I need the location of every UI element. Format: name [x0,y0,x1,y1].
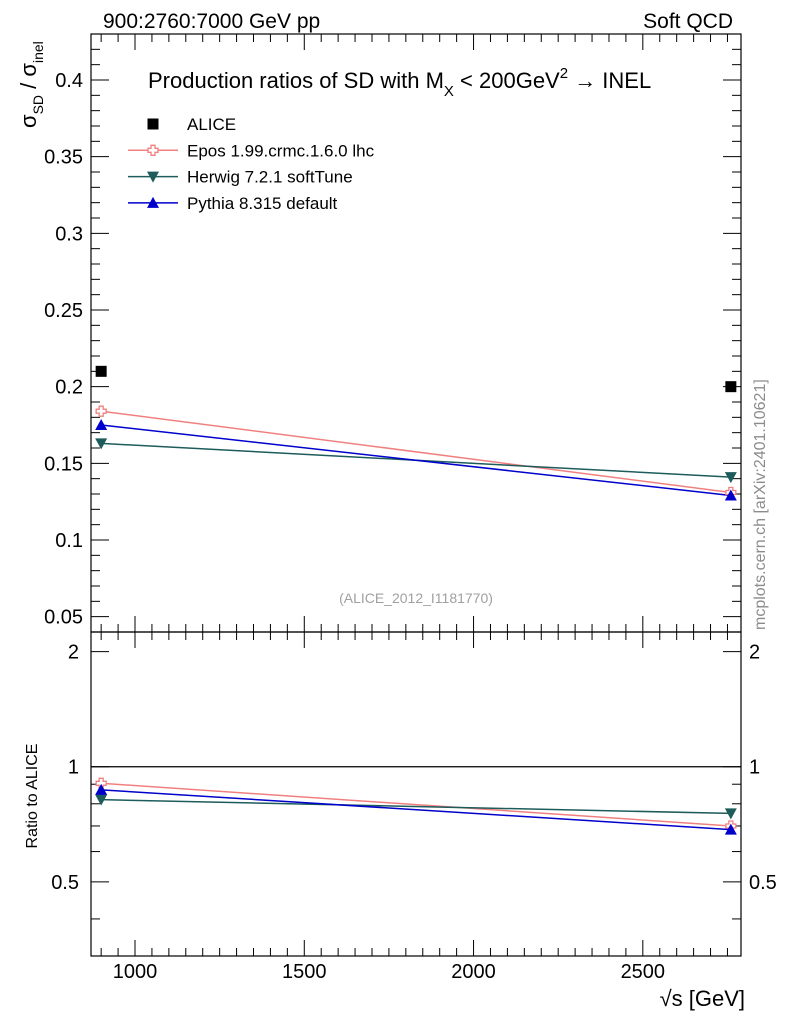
y-tick-label: 0.3 [55,223,83,245]
ratio-line-herwig-7-2-1-softtune [101,798,731,815]
ratio-y-tick-label-right: 1 [749,757,760,779]
data-point-pythia-8-315-default [724,489,737,501]
data-point-pythia-8-315-default [95,419,108,430]
ratio-y-tick-label-left: 1 [68,757,79,779]
legend-label-herwig-7-2-1-softtune: Herwig 7.2.1 softTune [187,168,353,187]
legend-marker-alice [147,118,159,130]
series-line-epos-1-99-crmc-1-6-0-lhc [101,410,731,494]
ratio-y-tick-label-right: 2 [749,642,760,664]
ratio-point-pythia-8-315-default [724,823,737,835]
y-tick-label: 0.05 [44,607,83,629]
ratio-y-tick-label-left: 2 [68,642,79,664]
series [95,365,737,501]
legend-label-alice: ALICE [187,115,236,134]
x-axis-label: √s [GeV] [660,986,745,1011]
ratio-y-axis-label: Ratio to ALICE [24,744,41,849]
data-point-herwig-7-2-1-softtune [95,438,108,450]
legend-marker-pythia-8-315-default [147,196,159,208]
legend-label-pythia-8-315-default: Pythia 8.315 default [187,194,338,213]
x-tick-label: 1500 [282,961,327,983]
y-tick-label: 0.1 [55,530,83,552]
series-line-pythia-8-315-default [101,424,731,497]
analysis-label: (ALICE_2012_I1181770) [339,590,493,606]
legend-label-epos-1-99-crmc-1-6-0-lhc: Epos 1.99.crmc.1.6.0 lhc [187,141,375,160]
ratio-plot-frame [90,631,742,957]
ratio-line-pythia-8-315-default [101,789,731,831]
ratio-point-herwig-7-2-1-softtune [724,808,737,820]
legend-marker-herwig-7-2-1-softtune [147,171,159,183]
data-point-epos-1-99-crmc-1-6-0-lhc [95,405,107,417]
chart-title: Production ratios of SD with MX < 200GeV… [148,65,651,100]
data-point-alice [95,365,107,377]
x-tick-label: 2500 [621,961,666,983]
y-tick-label: 0.35 [44,147,83,169]
legend-marker-epos-1-99-crmc-1-6-0-lhc [147,144,159,156]
x-tick-label: 1000 [113,961,158,983]
header-energy-label: 900:2760:7000 GeV pp [103,10,320,33]
watermark: mcplots.cern.ch [arXiv:2401.10621] [752,379,769,630]
data-point-herwig-7-2-1-softtune [724,472,737,484]
ratio-y-tick-label-right: 0.5 [749,872,777,894]
header-category-label: Soft QCD [643,10,733,33]
y-tick-label: 0.2 [55,377,83,399]
y-tick-label: 0.15 [44,453,83,475]
y-axis-label: σSD / σinel [16,41,46,128]
ratio-point-pythia-8-315-default [95,783,108,795]
ratio-series [95,777,737,835]
y-tick-label: 0.4 [55,70,83,92]
ratio-line-epos-1-99-crmc-1-6-0-lhc [101,782,731,827]
axes: 1000 1500 2000 2500 0.05 0.1 0.15 0.2 0.25 0.3 0.3… [44,33,777,983]
x-tick-label: 2000 [451,961,496,983]
y-tick-label: 0.25 [44,300,83,322]
ratio-point-herwig-7-2-1-softtune [95,794,108,806]
legend: ALICE Epos 1.99.crmc.1.6.0 lhc Herwig 7.2.… [128,115,375,213]
ratio-y-tick-label-left: 0.5 [51,872,79,894]
data-point-alice [725,381,737,393]
